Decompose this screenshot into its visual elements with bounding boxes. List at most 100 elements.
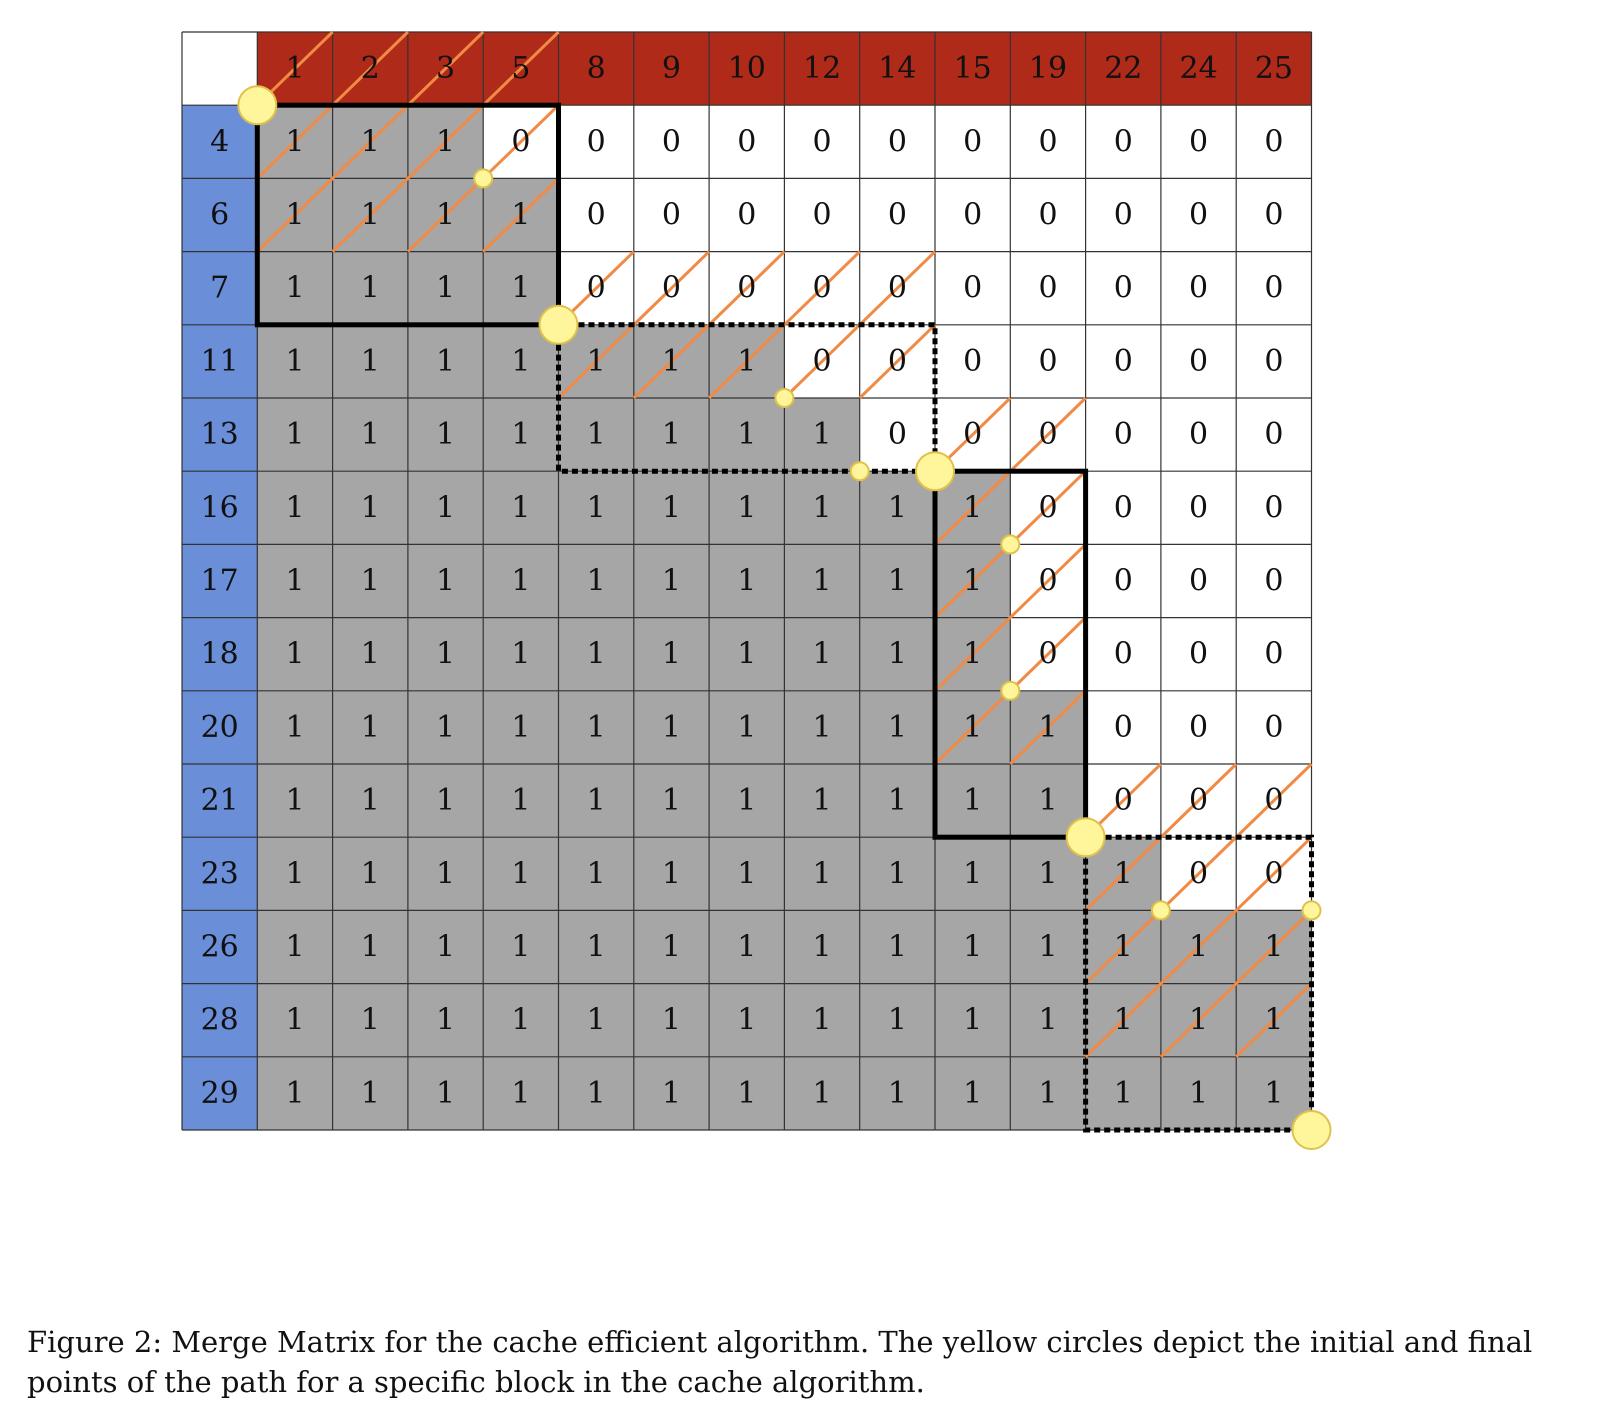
block-borders xyxy=(254,102,1314,1133)
row-header: 7 xyxy=(210,271,229,306)
cell-value: 1 xyxy=(963,783,982,818)
cell-value: 1 xyxy=(888,930,907,965)
cell-value: 1 xyxy=(662,1076,681,1111)
cell-value: 1 xyxy=(511,710,530,745)
diagonal-line xyxy=(933,543,1087,692)
column-header: 12 xyxy=(803,51,841,86)
row-header: 20 xyxy=(201,710,239,745)
column-header: 24 xyxy=(1180,51,1218,86)
matrix-cell xyxy=(784,764,860,838)
cell-value: 0 xyxy=(888,344,907,379)
row-header-cell xyxy=(182,1056,258,1130)
row-header-cell xyxy=(182,251,258,325)
matrix-cell xyxy=(558,398,634,472)
cell-value: 1 xyxy=(1264,930,1283,965)
matrix-cell xyxy=(1085,471,1161,545)
cell-value: 1 xyxy=(361,490,380,525)
matrix-cell xyxy=(257,983,333,1057)
cell-value: 1 xyxy=(587,856,606,891)
matrix-cell xyxy=(1236,398,1312,472)
cell-value: 1 xyxy=(888,1076,907,1111)
matrix-cell xyxy=(558,983,634,1057)
cell-value: 1 xyxy=(436,856,455,891)
cell-value: 1 xyxy=(361,710,380,745)
cell-value: 1 xyxy=(436,930,455,965)
cell-value: 1 xyxy=(587,1076,606,1111)
matrix-cell xyxy=(784,178,860,252)
column-header-cell xyxy=(859,32,935,106)
matrix-cell xyxy=(1160,471,1237,545)
cell-value: 1 xyxy=(285,490,304,525)
cell-value: 0 xyxy=(1114,198,1133,233)
column-header-cell xyxy=(784,32,860,106)
matrix-cell xyxy=(859,617,935,691)
matrix-cell xyxy=(332,471,408,545)
cell-value: 1 xyxy=(662,856,681,891)
cell-value: 0 xyxy=(813,344,832,379)
matrix-cell xyxy=(859,690,935,764)
matrix-cell xyxy=(709,764,785,838)
matrix-cell xyxy=(407,324,484,398)
cell-value: 1 xyxy=(285,710,304,745)
cell-value: 1 xyxy=(285,1003,304,1038)
matrix-cell xyxy=(709,837,785,911)
path-point-small xyxy=(1150,900,1171,921)
matrix-cell xyxy=(1236,251,1312,325)
cell-value: 1 xyxy=(436,344,455,379)
matrix-cell xyxy=(483,983,559,1057)
cell-value: 0 xyxy=(1114,564,1133,599)
cell-value: 1 xyxy=(285,856,304,891)
matrix-cell xyxy=(1010,983,1086,1057)
matrix-cell xyxy=(558,544,634,618)
cell-value: 1 xyxy=(737,637,756,672)
path-points xyxy=(237,85,1332,1150)
matrix-cell xyxy=(633,764,710,838)
cell-value: 1 xyxy=(436,124,455,159)
matrix-cell xyxy=(1160,690,1237,764)
cell-value: 1 xyxy=(285,271,304,306)
column-header-cell xyxy=(558,32,634,106)
matrix-cell xyxy=(558,617,634,691)
cell-value: 1 xyxy=(511,1076,530,1111)
cell-value: 1 xyxy=(1114,1003,1133,1038)
cell-value: 0 xyxy=(1114,637,1133,672)
cell-value: 0 xyxy=(1114,710,1133,745)
cell-value: 1 xyxy=(1264,1076,1283,1111)
cell-value: 1 xyxy=(436,564,455,599)
cell-value: 1 xyxy=(361,783,380,818)
cell-value: 0 xyxy=(1264,856,1283,891)
matrix-cell xyxy=(784,983,860,1057)
row-header-cell xyxy=(182,398,258,472)
cell-value: 1 xyxy=(813,417,832,452)
figure-caption: Figure 2: Merge Matrix for the cache eff… xyxy=(27,1325,1533,1399)
matrix-labels: 1 2 3 5 8 9 10 12 14 15 19 22 24 25467111316171820212… xyxy=(201,51,1293,1111)
matrix-cell xyxy=(633,983,710,1057)
row-header: 28 xyxy=(201,1003,239,1038)
cell-value: 1 xyxy=(737,783,756,818)
matrix-cell xyxy=(784,398,860,472)
matrix-cell xyxy=(709,105,785,179)
matrix-cell xyxy=(859,178,935,252)
cell-value: 0 xyxy=(1264,417,1283,452)
cell-value: 0 xyxy=(1189,637,1208,672)
matrix-cell xyxy=(633,105,710,179)
cell-value: 1 xyxy=(511,564,530,599)
matrix-cell xyxy=(784,471,860,545)
cell-value: 1 xyxy=(813,930,832,965)
matrix-cell xyxy=(483,544,559,618)
diagonal-line xyxy=(256,30,485,253)
cell-value: 1 xyxy=(662,710,681,745)
column-header: 2 xyxy=(361,51,380,86)
cell-value: 1 xyxy=(813,637,832,672)
row-header: 18 xyxy=(201,637,239,672)
matrix-cell xyxy=(633,1056,710,1130)
matrix-cell xyxy=(257,690,333,764)
cell-value: 0 xyxy=(888,124,907,159)
matrix-cell xyxy=(784,105,860,179)
cell-value: 0 xyxy=(813,124,832,159)
cell-value: 0 xyxy=(813,198,832,233)
cell-value: 1 xyxy=(436,271,455,306)
column-header: 1 xyxy=(285,51,304,86)
cell-value: 1 xyxy=(662,344,681,379)
cell-value: 0 xyxy=(1264,490,1283,525)
